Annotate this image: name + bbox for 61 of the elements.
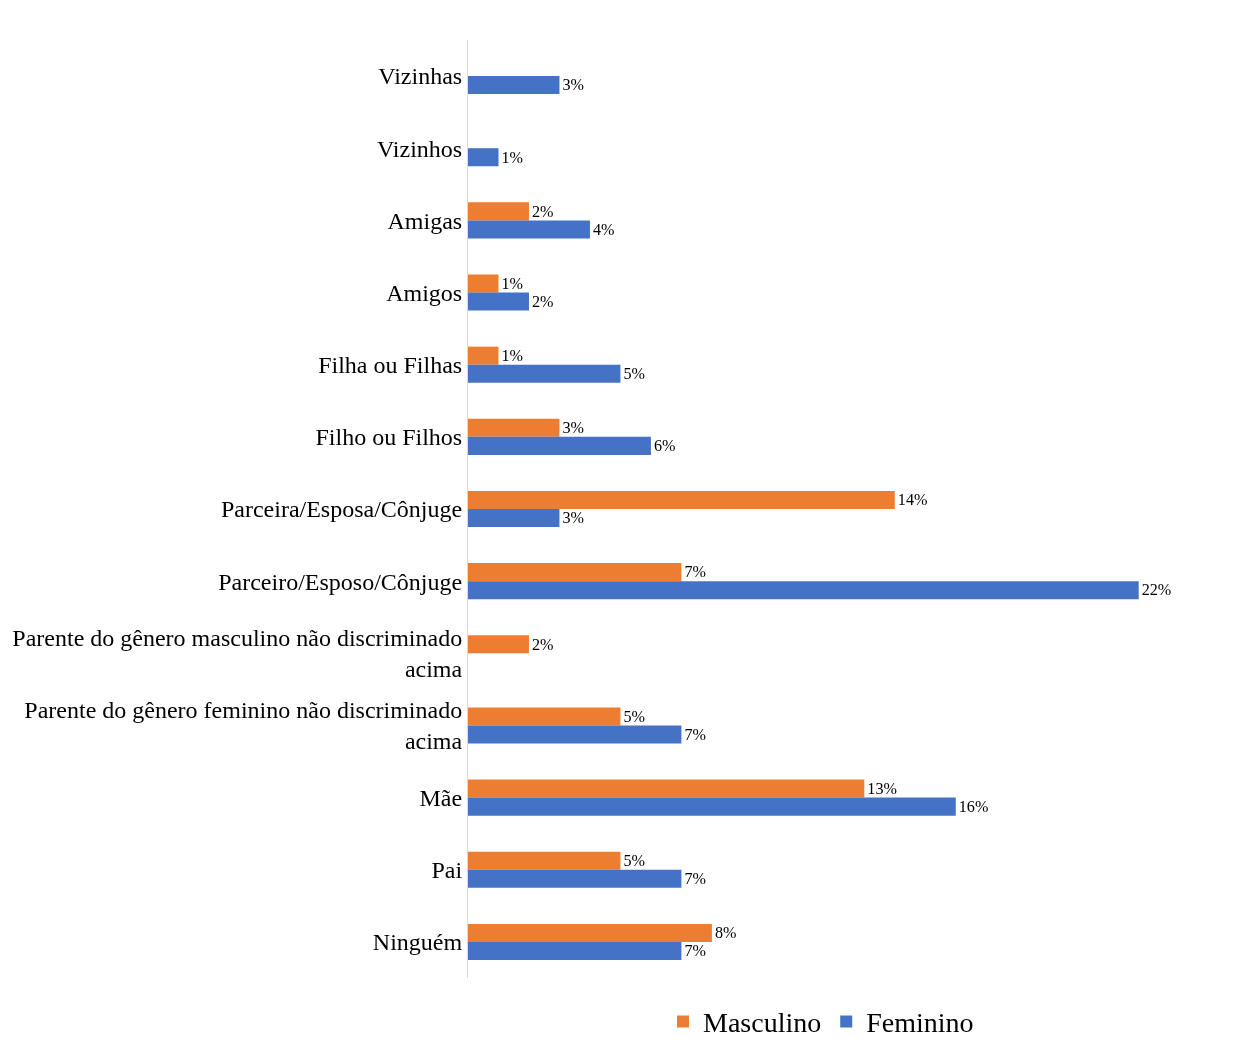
bar [468, 436, 651, 455]
bar [468, 148, 499, 167]
bar [468, 851, 621, 870]
bar [468, 923, 712, 942]
bar [468, 292, 529, 311]
y-tick-label: Parceiro/Esposo/Cônjuge [218, 568, 463, 595]
y-tick-label: Amigos [386, 279, 463, 306]
bar [468, 581, 1139, 600]
bar [468, 869, 682, 888]
y-tick-label: Filha ou Filhas [318, 352, 463, 379]
data-label: 1% [501, 148, 524, 166]
y-tick-label: Amigas [387, 207, 463, 234]
y-tick-label: Ninguém [372, 929, 463, 956]
data-label: 16% [958, 797, 989, 815]
data-label: 13% [867, 779, 897, 797]
bar [468, 509, 560, 528]
bar [468, 418, 560, 437]
y-tick-label: Pai [431, 857, 463, 884]
data-label: 8% [714, 924, 737, 942]
data-label: 7% [684, 870, 706, 888]
data-label: 5% [623, 365, 645, 382]
data-label: 22% [1141, 581, 1172, 599]
data-label: 6% [653, 437, 676, 455]
bar [468, 346, 499, 365]
bar [468, 797, 956, 816]
data-label: 3% [562, 509, 585, 527]
bar [468, 941, 682, 960]
y-tick-label: Parente do gênero masculino não discriminado acima [12, 625, 463, 683]
legend-label: Masculino [703, 1007, 822, 1039]
bar [468, 490, 895, 509]
data-label: 3% [562, 419, 585, 437]
data-label: 1% [501, 346, 524, 364]
data-label: 7% [684, 563, 706, 581]
y-tick-label: Vizinhas [378, 63, 463, 90]
data-label: 7% [684, 725, 706, 743]
y-tick-label: Parceira/Esposa/Cônjuge [220, 496, 463, 523]
bar [468, 779, 865, 798]
bar [468, 563, 682, 582]
bar [468, 725, 682, 744]
data-label: 7% [684, 942, 706, 960]
data-label: 3% [562, 76, 585, 94]
bar [468, 76, 560, 95]
data-label: 4% [592, 220, 615, 238]
data-label: 14% [897, 491, 928, 509]
data-label: 1% [501, 274, 524, 292]
data-label: 2% [531, 202, 554, 220]
y-tick-label: Filho ou Filhos [315, 424, 463, 451]
data-label: 2% [531, 635, 554, 653]
bar [468, 635, 529, 654]
data-label: 5% [623, 707, 645, 725]
legend-label: Feminino [866, 1007, 974, 1039]
data-label: 5% [623, 852, 645, 870]
bar [468, 220, 590, 239]
y-tick-label: Parente do gênero feminino não discriminado acima [24, 697, 463, 755]
bar [468, 202, 529, 221]
y-tick-label: Vizinhos [376, 135, 463, 162]
data-label: 2% [531, 292, 554, 310]
y-tick-label: Mãe [419, 785, 463, 812]
bar [468, 274, 499, 293]
bar [468, 364, 621, 383]
bar [468, 707, 621, 726]
